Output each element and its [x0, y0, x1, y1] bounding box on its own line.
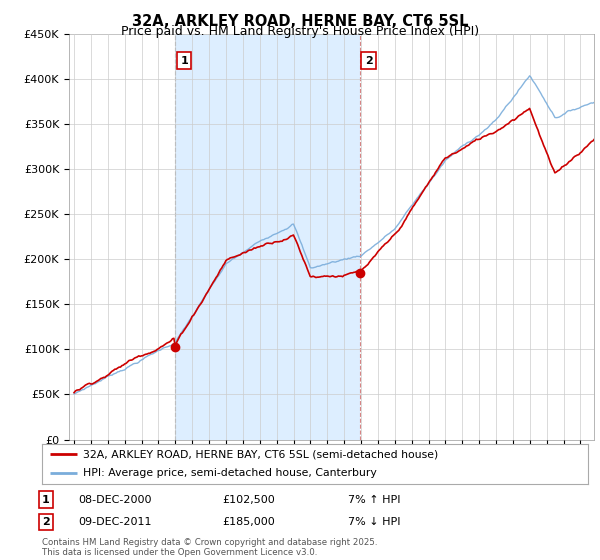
- Text: 1: 1: [181, 55, 188, 66]
- Text: Contains HM Land Registry data © Crown copyright and database right 2025.
This d: Contains HM Land Registry data © Crown c…: [42, 538, 377, 557]
- Text: 09-DEC-2011: 09-DEC-2011: [78, 517, 151, 527]
- Text: 2: 2: [365, 55, 373, 66]
- Text: £185,000: £185,000: [222, 517, 275, 527]
- Text: 08-DEC-2000: 08-DEC-2000: [78, 494, 151, 505]
- Text: 7% ↓ HPI: 7% ↓ HPI: [348, 517, 401, 527]
- Text: 2: 2: [42, 517, 50, 527]
- Text: 32A, ARKLEY ROAD, HERNE BAY, CT6 5SL: 32A, ARKLEY ROAD, HERNE BAY, CT6 5SL: [132, 14, 468, 29]
- Text: 32A, ARKLEY ROAD, HERNE BAY, CT6 5SL (semi-detached house): 32A, ARKLEY ROAD, HERNE BAY, CT6 5SL (se…: [83, 449, 438, 459]
- Text: Price paid vs. HM Land Registry's House Price Index (HPI): Price paid vs. HM Land Registry's House …: [121, 25, 479, 38]
- Text: HPI: Average price, semi-detached house, Canterbury: HPI: Average price, semi-detached house,…: [83, 468, 377, 478]
- Bar: [175, 34, 359, 440]
- Text: 1: 1: [42, 494, 50, 505]
- Text: 7% ↑ HPI: 7% ↑ HPI: [348, 494, 401, 505]
- Text: £102,500: £102,500: [222, 494, 275, 505]
